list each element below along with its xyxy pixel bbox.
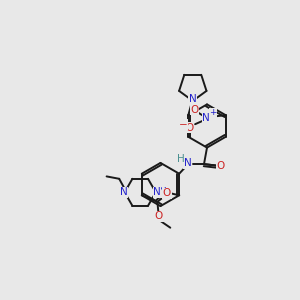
Text: N: N — [189, 94, 197, 104]
Text: N: N — [119, 187, 127, 197]
Text: O: O — [155, 211, 163, 221]
Text: N: N — [202, 113, 210, 123]
Text: +: + — [209, 108, 217, 117]
Text: N: N — [184, 158, 192, 169]
Text: O: O — [163, 188, 171, 199]
Text: −: − — [179, 120, 188, 130]
Text: O: O — [216, 160, 225, 171]
Text: H: H — [177, 154, 185, 164]
Text: N: N — [153, 187, 161, 197]
Text: O: O — [191, 105, 199, 115]
Text: O: O — [186, 123, 194, 133]
Text: N: N — [159, 187, 167, 197]
